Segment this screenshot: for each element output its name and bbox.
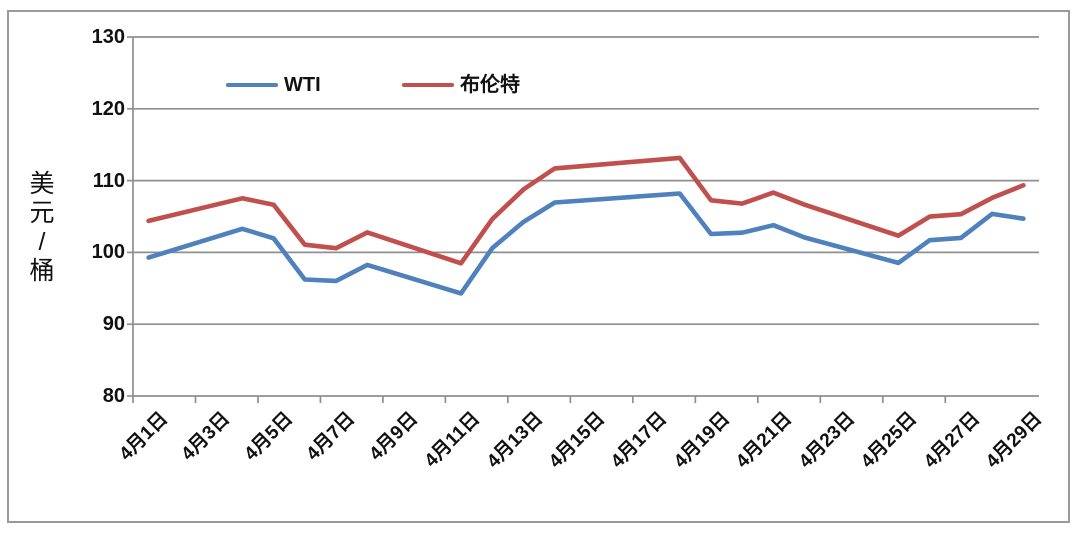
legend-item-brent: 布伦特 — [402, 73, 520, 97]
legend-item-wti: WTI — [226, 73, 321, 97]
y-tick-label: 110 — [92, 169, 125, 192]
y-tick-label: 100 — [91, 241, 125, 264]
chart-border — [7, 10, 1070, 523]
y-tick-label: 90 — [102, 313, 125, 336]
wti-legend-label: WTI — [284, 74, 321, 96]
brent-line — [146, 155, 1026, 266]
brent-legend-label: 布伦特 — [460, 74, 520, 96]
y-axis-title: 美元 / 桶 — [29, 170, 55, 285]
y-tick-label: 80 — [102, 385, 125, 407]
wti-legend-swatch — [226, 82, 278, 88]
legend: WTI 布伦特 — [0, 73, 1080, 97]
brent-legend-swatch — [402, 82, 454, 88]
y-tick-label: 130 — [91, 26, 125, 48]
y-tick-label: 120 — [91, 97, 125, 120]
wti-line — [146, 191, 1026, 296]
